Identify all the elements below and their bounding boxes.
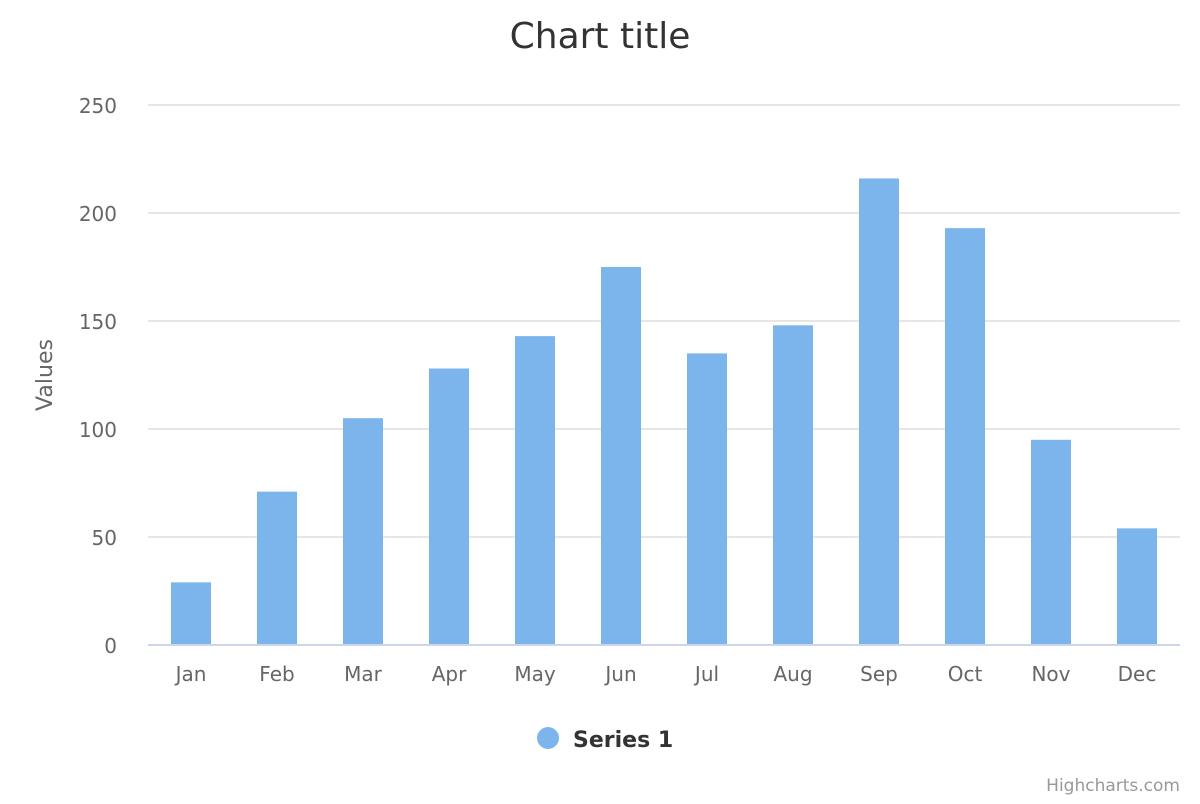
bar-may[interactable]	[515, 336, 555, 645]
x-tick-label-jun: Jun	[603, 662, 636, 686]
bar-jan[interactable]	[171, 582, 211, 645]
bar-oct[interactable]	[945, 228, 985, 645]
credits-link[interactable]: Highcharts.com	[1046, 776, 1180, 796]
y-tick-label: 250	[79, 94, 117, 118]
bars	[171, 178, 1157, 645]
x-tick-label-nov: Nov	[1031, 662, 1070, 686]
x-tick-label-oct: Oct	[948, 662, 983, 686]
bar-nov[interactable]	[1031, 439, 1071, 645]
bar-sep[interactable]	[859, 178, 899, 645]
bar-apr[interactable]	[429, 368, 469, 645]
legend[interactable]: Series 1	[537, 727, 673, 753]
legend-marker-series-1[interactable]	[537, 727, 559, 749]
bar-feb[interactable]	[257, 491, 297, 645]
y-tick-label: 200	[79, 202, 117, 226]
gridlines	[148, 104, 1180, 538]
x-tick-label-sep: Sep	[860, 662, 898, 686]
legend-label-series-1[interactable]: Series 1	[573, 728, 673, 753]
chart-title: Chart title	[510, 16, 691, 57]
x-tick-label-jul: Jul	[693, 662, 719, 686]
x-tick-label-may: May	[514, 662, 556, 686]
y-tick-label: 150	[79, 310, 117, 334]
y-tick-label: 50	[92, 526, 117, 550]
y-axis-ticks: 0 50 100 150 200 250	[79, 94, 117, 658]
bar-aug[interactable]	[773, 325, 813, 645]
x-tick-label-dec: Dec	[1118, 662, 1157, 686]
x-tick-label-jan: Jan	[174, 662, 207, 686]
bar-mar[interactable]	[343, 418, 383, 645]
y-tick-label: 100	[79, 418, 117, 442]
y-tick-label: 0	[104, 634, 117, 658]
x-axis-ticks: Jan Feb Mar Apr May Jun Jul Aug Sep Oct Nov Dec	[174, 662, 1157, 686]
x-tick-label-apr: Apr	[432, 662, 467, 686]
y-axis-label: Values	[33, 339, 58, 411]
bar-jun[interactable]	[601, 267, 641, 645]
x-tick-label-aug: Aug	[773, 662, 812, 686]
x-tick-label-mar: Mar	[344, 662, 383, 686]
x-tick-label-feb: Feb	[259, 662, 294, 686]
bar-jul[interactable]	[687, 353, 727, 645]
bar-dec[interactable]	[1117, 528, 1157, 645]
